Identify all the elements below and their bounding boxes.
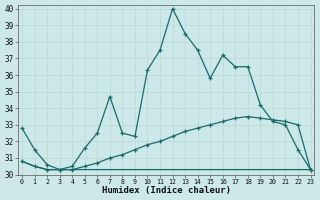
X-axis label: Humidex (Indice chaleur): Humidex (Indice chaleur) — [102, 186, 231, 195]
